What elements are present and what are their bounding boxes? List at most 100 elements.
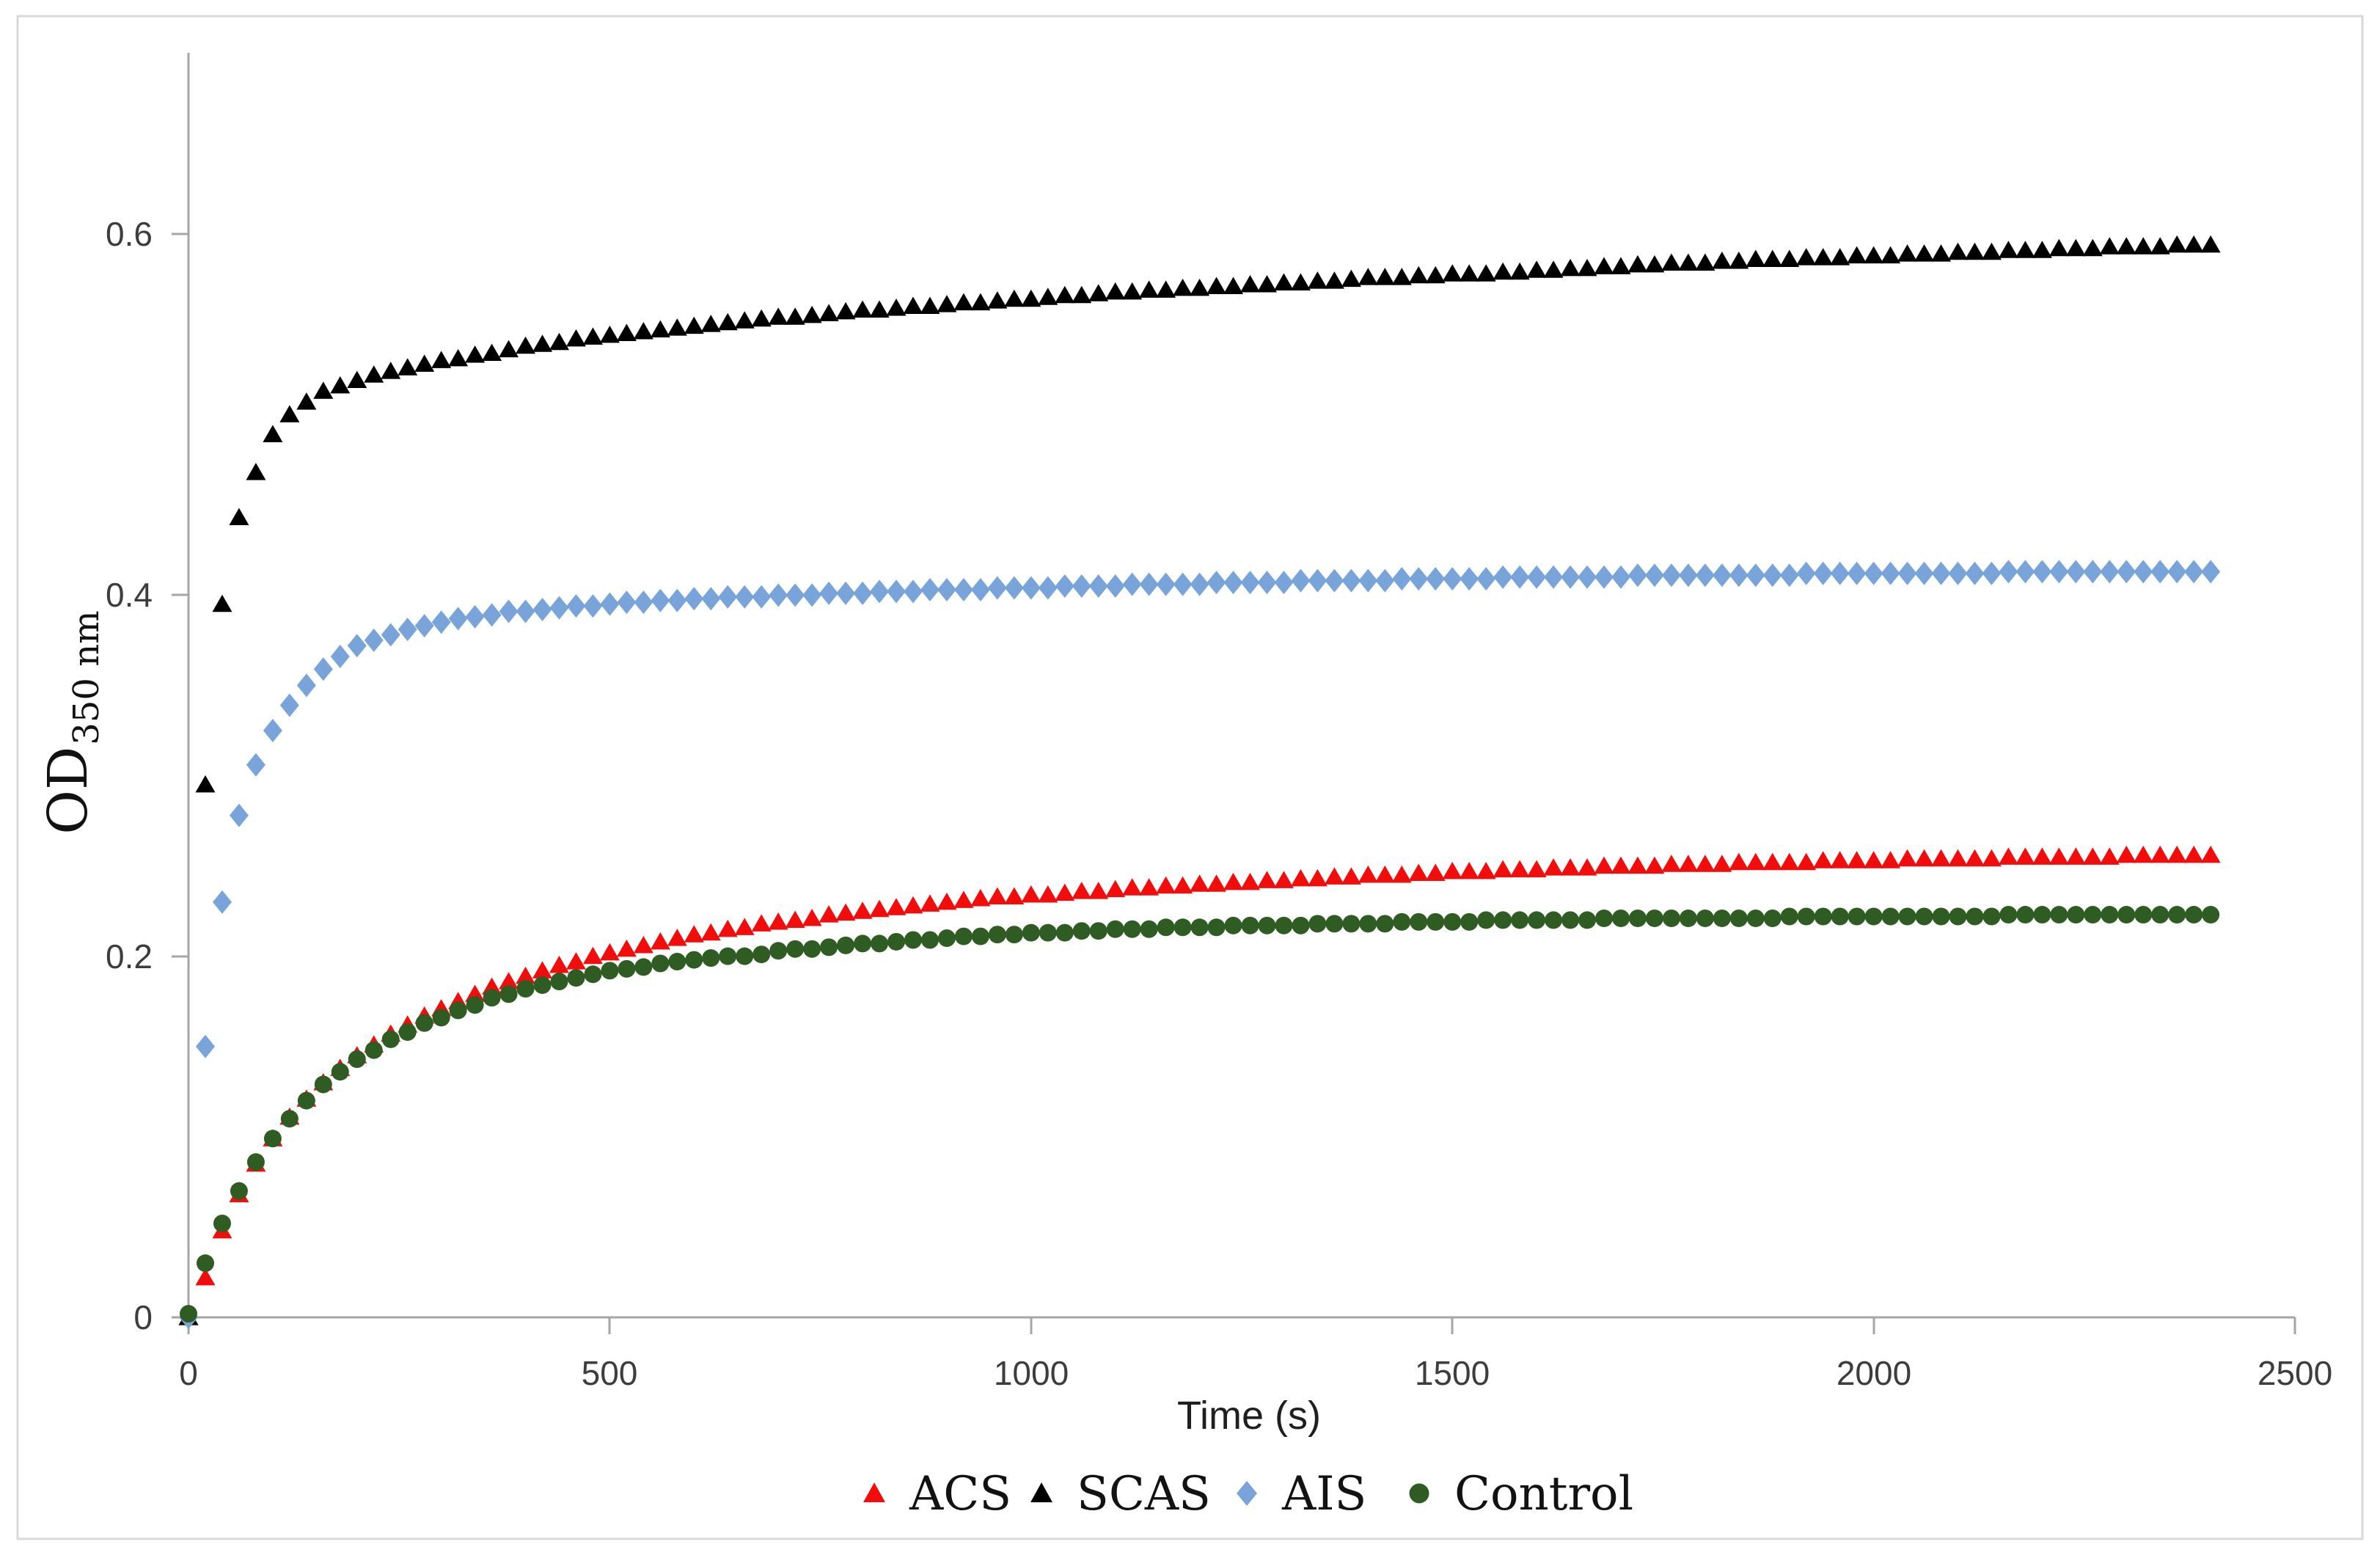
ais-data-point xyxy=(1578,565,1597,589)
ais-data-point xyxy=(364,628,384,652)
acs-data-point xyxy=(1594,856,1614,874)
scas-data-point xyxy=(1493,262,1513,280)
scas-data-point xyxy=(1273,273,1294,291)
acs-data-point xyxy=(1038,885,1058,903)
scas-data-point xyxy=(1796,248,1817,266)
ais-data-point xyxy=(1325,568,1344,593)
acs-data-point xyxy=(1190,874,1210,892)
ais-data-point xyxy=(1156,572,1176,596)
control-data-point xyxy=(1561,911,1580,929)
ais-data-point xyxy=(2117,560,2136,584)
control-data-point xyxy=(1022,923,1040,942)
ais-data-point xyxy=(1409,567,1429,591)
acs-data-point xyxy=(1746,852,1766,871)
acs-data-point xyxy=(2099,847,2120,865)
acs-data-point xyxy=(1813,851,1834,868)
scas-data-point xyxy=(650,320,670,338)
ais-data-point xyxy=(1240,571,1260,595)
ais-data-point xyxy=(2083,560,2103,584)
scas-data-point xyxy=(2116,237,2136,255)
ais-data-point xyxy=(1729,563,1749,588)
scas-data-point xyxy=(1391,268,1412,285)
scas-data-point xyxy=(802,305,822,323)
acs-data-point xyxy=(768,912,788,930)
scas-data-point xyxy=(195,775,216,793)
control-data-point xyxy=(786,940,805,958)
acs-data-point xyxy=(970,888,991,907)
acs-data-point xyxy=(2032,847,2052,865)
ais-data-point xyxy=(1864,561,1883,585)
ais-data-point xyxy=(1038,576,1058,600)
ais-data-point xyxy=(684,587,704,611)
acs-data-point xyxy=(1509,860,1530,878)
acs-data-point xyxy=(1964,849,1985,867)
control-data-point xyxy=(550,973,568,991)
acs-data-point xyxy=(1543,858,1564,876)
control-data-point xyxy=(1713,909,1731,927)
control-data-point xyxy=(1292,916,1310,934)
ais-data-point xyxy=(1291,568,1311,593)
acs-data-point xyxy=(1004,887,1025,905)
scas-data-point xyxy=(330,376,351,394)
control-data-point xyxy=(837,936,855,954)
control-data-point xyxy=(1173,918,1192,937)
control-data-point xyxy=(1528,911,1546,929)
control-data-point xyxy=(1780,907,1798,926)
ais-data-point xyxy=(886,579,906,604)
control-data-point xyxy=(1511,911,1529,929)
scas-data-point xyxy=(1509,262,1530,280)
scas-data-point xyxy=(1408,266,1429,284)
scas-data-point xyxy=(2150,237,2170,255)
y-tick-label-0.4: 0.4 xyxy=(106,576,153,614)
control-data-point xyxy=(736,947,754,965)
ais-data-point xyxy=(735,585,755,609)
scas-data-point xyxy=(920,296,940,315)
control-data-point xyxy=(2050,906,2068,924)
scas-data-point xyxy=(734,311,755,329)
x-tick-label-1000: 1000 xyxy=(994,1354,1069,1392)
scas-data-point xyxy=(516,336,536,354)
control-data-point xyxy=(331,1063,349,1081)
scas-data-point xyxy=(768,307,788,325)
acs-data-point xyxy=(2200,845,2221,863)
control-data-point xyxy=(618,959,636,978)
control-data-point xyxy=(1410,912,1428,931)
ais-data-point xyxy=(1678,563,1698,588)
scas-data-point xyxy=(532,334,552,352)
scas-data-point xyxy=(2099,237,2120,255)
acs-data-point xyxy=(1476,862,1496,879)
control-data-point xyxy=(719,947,737,965)
scas-data-point xyxy=(1998,241,2018,258)
ais-data-point xyxy=(769,583,788,607)
control-data-point xyxy=(1578,911,1597,929)
control-data-point xyxy=(1258,916,1276,934)
control-data-point xyxy=(1359,915,1377,933)
ais-data-point xyxy=(651,588,670,612)
scas-data-point xyxy=(1290,273,1311,291)
acs-data-point xyxy=(835,903,856,921)
acs-data-point xyxy=(1661,855,1682,872)
ais-data-point xyxy=(1173,572,1193,596)
control-data-point xyxy=(1140,920,1158,938)
acs-data-point xyxy=(1173,876,1193,894)
ais-data-point xyxy=(1695,563,1715,588)
x-axis-title: Time (s) xyxy=(1177,1394,1321,1438)
ais-data-point xyxy=(802,583,822,607)
ais-data-point xyxy=(836,581,856,605)
acs-data-point xyxy=(1156,876,1176,894)
x-tick-label-0: 0 xyxy=(179,1354,198,1392)
ais-data-point xyxy=(1982,561,2002,585)
acs-data-point xyxy=(465,984,486,1002)
ais-data-point xyxy=(1644,563,1664,588)
y-tick-label-0: 0 xyxy=(133,1298,153,1336)
control-data-point xyxy=(1241,916,1259,934)
control-data-point xyxy=(1915,907,1933,926)
control-data-point xyxy=(1207,918,1226,937)
control-data-point xyxy=(2202,906,2220,924)
scas-data-point xyxy=(1560,258,1581,277)
acs-data-point xyxy=(1897,849,1918,867)
acs-data-point xyxy=(2167,845,2187,863)
ais-data-point xyxy=(634,590,653,615)
acs-data-point xyxy=(987,887,1008,905)
ais-data-point xyxy=(279,693,299,717)
